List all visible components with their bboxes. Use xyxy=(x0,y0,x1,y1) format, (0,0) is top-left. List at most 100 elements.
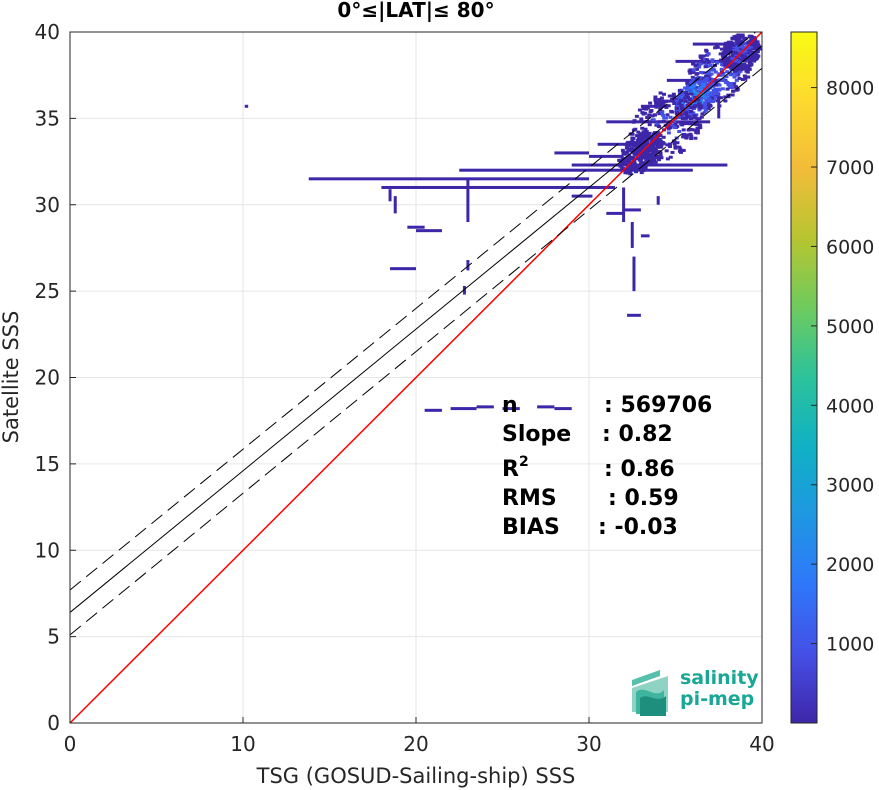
data-cell xyxy=(740,34,745,38)
data-cell xyxy=(697,100,702,104)
data-cell xyxy=(729,48,734,52)
data-cell xyxy=(688,68,693,72)
data-cell xyxy=(630,138,635,142)
data-cell xyxy=(693,87,698,91)
data-cell xyxy=(644,158,649,162)
data-cell xyxy=(634,166,639,170)
data-cell xyxy=(688,132,693,136)
data-cell xyxy=(654,105,659,109)
data-cell xyxy=(706,52,711,56)
x-tick-label: 40 xyxy=(749,732,774,756)
data-cell xyxy=(739,67,744,71)
data-cell xyxy=(681,101,686,105)
data-cell xyxy=(732,51,737,55)
data-cell xyxy=(743,59,748,63)
data-cell xyxy=(674,97,679,101)
data-cell xyxy=(643,166,648,170)
data-cell xyxy=(658,145,663,149)
data-cell xyxy=(666,104,671,108)
data-cell xyxy=(711,67,716,71)
data-cell xyxy=(745,67,750,71)
data-cell xyxy=(642,161,647,165)
data-cell xyxy=(728,46,733,50)
data-segment xyxy=(407,225,425,229)
colorbar-tick-label: 2000 xyxy=(826,554,874,576)
stats-box: n: 569706 Slope: 0.82 R2: 0.86 RMS: 0.59 BIA… xyxy=(502,393,712,540)
data-column xyxy=(632,256,636,292)
data-cell xyxy=(704,63,709,67)
data-cell xyxy=(731,89,736,93)
data-cell xyxy=(739,65,744,69)
data-cell xyxy=(695,126,700,130)
data-cell xyxy=(706,60,711,64)
data-segment xyxy=(692,42,754,46)
data-cell xyxy=(653,160,658,164)
data-cell xyxy=(672,126,677,130)
data-cell xyxy=(712,81,717,85)
data-segment xyxy=(640,104,667,108)
data-cell xyxy=(734,62,739,66)
data-cell xyxy=(725,87,730,91)
data-cell xyxy=(701,71,706,75)
data-cell xyxy=(651,118,656,122)
data-segment xyxy=(424,408,442,412)
stat-value: : 0.86 xyxy=(604,457,675,482)
data-cell xyxy=(716,87,721,91)
data-cell xyxy=(684,136,689,140)
data-cell xyxy=(673,146,678,150)
data-cell xyxy=(672,102,677,106)
data-cell xyxy=(702,110,707,114)
data-cell xyxy=(669,97,674,101)
data-cell xyxy=(690,77,695,81)
data-cell xyxy=(694,72,699,76)
data-cell xyxy=(639,145,644,149)
data-cell xyxy=(657,137,662,141)
logo-mark-icon xyxy=(632,670,668,716)
data-cell xyxy=(743,77,748,81)
data-cell xyxy=(695,117,700,121)
data-cell xyxy=(741,57,746,61)
data-cell xyxy=(626,147,631,151)
data-cell xyxy=(642,154,647,158)
axis-ticks: 0 10 20 30 40 0 5 10 15 20 25 30 35 40 xyxy=(35,20,775,756)
data-cell xyxy=(680,123,685,127)
data-cell xyxy=(658,153,663,157)
data-segment xyxy=(308,177,589,181)
data-cell xyxy=(636,150,641,154)
data-cell xyxy=(687,98,692,102)
data-cell xyxy=(659,156,664,160)
stat-value: : -0.03 xyxy=(598,515,678,540)
data-cell xyxy=(660,110,665,114)
data-cell xyxy=(725,44,730,48)
data-cell xyxy=(747,67,752,71)
data-cell xyxy=(625,171,630,175)
data-cell xyxy=(734,39,739,43)
data-cell xyxy=(689,112,694,116)
data-cell xyxy=(686,115,691,119)
data-cell xyxy=(673,145,678,149)
data-cell xyxy=(668,155,673,159)
data-cell xyxy=(661,119,666,123)
data-cell xyxy=(718,52,723,56)
data-cell xyxy=(692,114,697,118)
data-cell xyxy=(695,128,700,132)
data-cell xyxy=(646,158,651,162)
data-cell xyxy=(688,88,693,92)
data-cell xyxy=(717,104,722,108)
data-cell xyxy=(725,60,730,64)
data-cell xyxy=(652,146,657,150)
data-cell xyxy=(628,172,633,176)
data-cell xyxy=(713,46,718,50)
data-cell xyxy=(743,36,748,40)
data-cell xyxy=(710,58,715,62)
data-cell xyxy=(689,80,694,84)
data-cell xyxy=(715,99,720,103)
y-axis-label: Satellite SSS xyxy=(0,311,23,444)
data-cell xyxy=(713,70,718,74)
data-cell xyxy=(723,51,728,55)
data-cell xyxy=(688,71,693,75)
salinity-logo: salinity pi-mep xyxy=(632,667,759,716)
data-cell xyxy=(683,104,688,108)
data-column xyxy=(393,196,397,214)
data-cell xyxy=(684,90,689,94)
